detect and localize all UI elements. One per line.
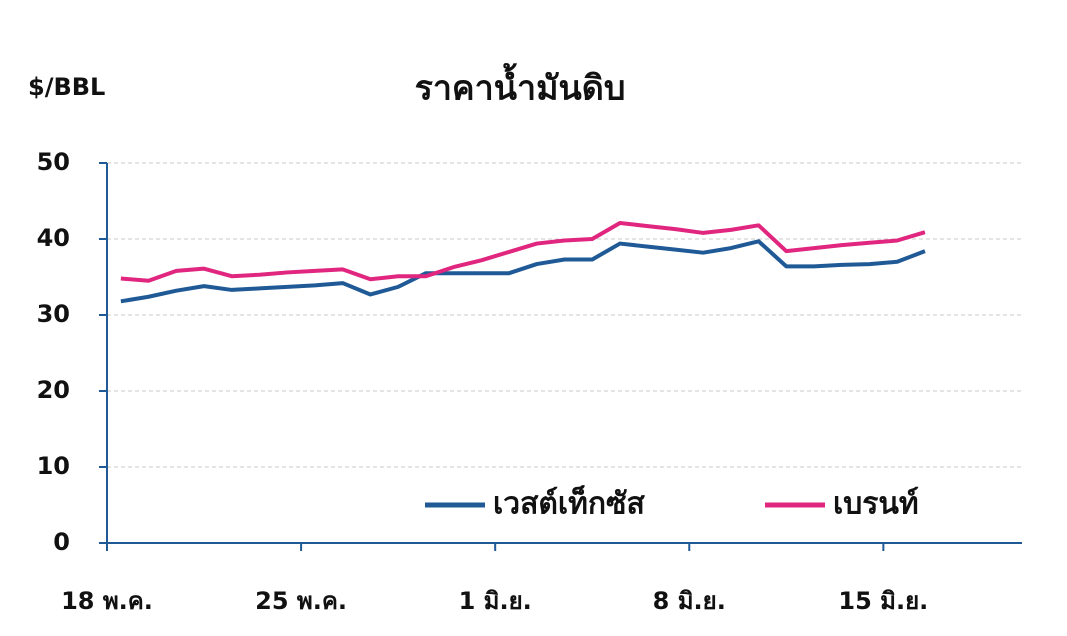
chart-title: ราคาน้ำมันดิบ — [415, 63, 626, 109]
series-line — [120, 239, 926, 304]
x-tick-label: 1 มิ.ย. — [459, 587, 532, 615]
y-tick-label: 40 — [37, 224, 70, 252]
y-tick-label: 20 — [37, 376, 70, 404]
x-tick-label: 25 พ.ค. — [255, 587, 347, 615]
y-tick-label: 30 — [37, 300, 70, 328]
x-tick-label: 18 พ.ค. — [61, 587, 153, 615]
y-tick-label: 50 — [37, 148, 70, 176]
series-line — [120, 221, 926, 283]
y-axis-label: $/BBL — [28, 73, 105, 101]
legend-label: เบรนท์ — [833, 487, 919, 522]
legend-label: เวสต์เท็กซัส — [493, 485, 645, 522]
x-tick-label: 15 มิ.ย. — [838, 587, 928, 615]
x-tick-label: 8 มิ.ย. — [653, 587, 726, 615]
y-tick-label: 10 — [37, 452, 70, 480]
y-tick-label: 0 — [53, 528, 70, 556]
